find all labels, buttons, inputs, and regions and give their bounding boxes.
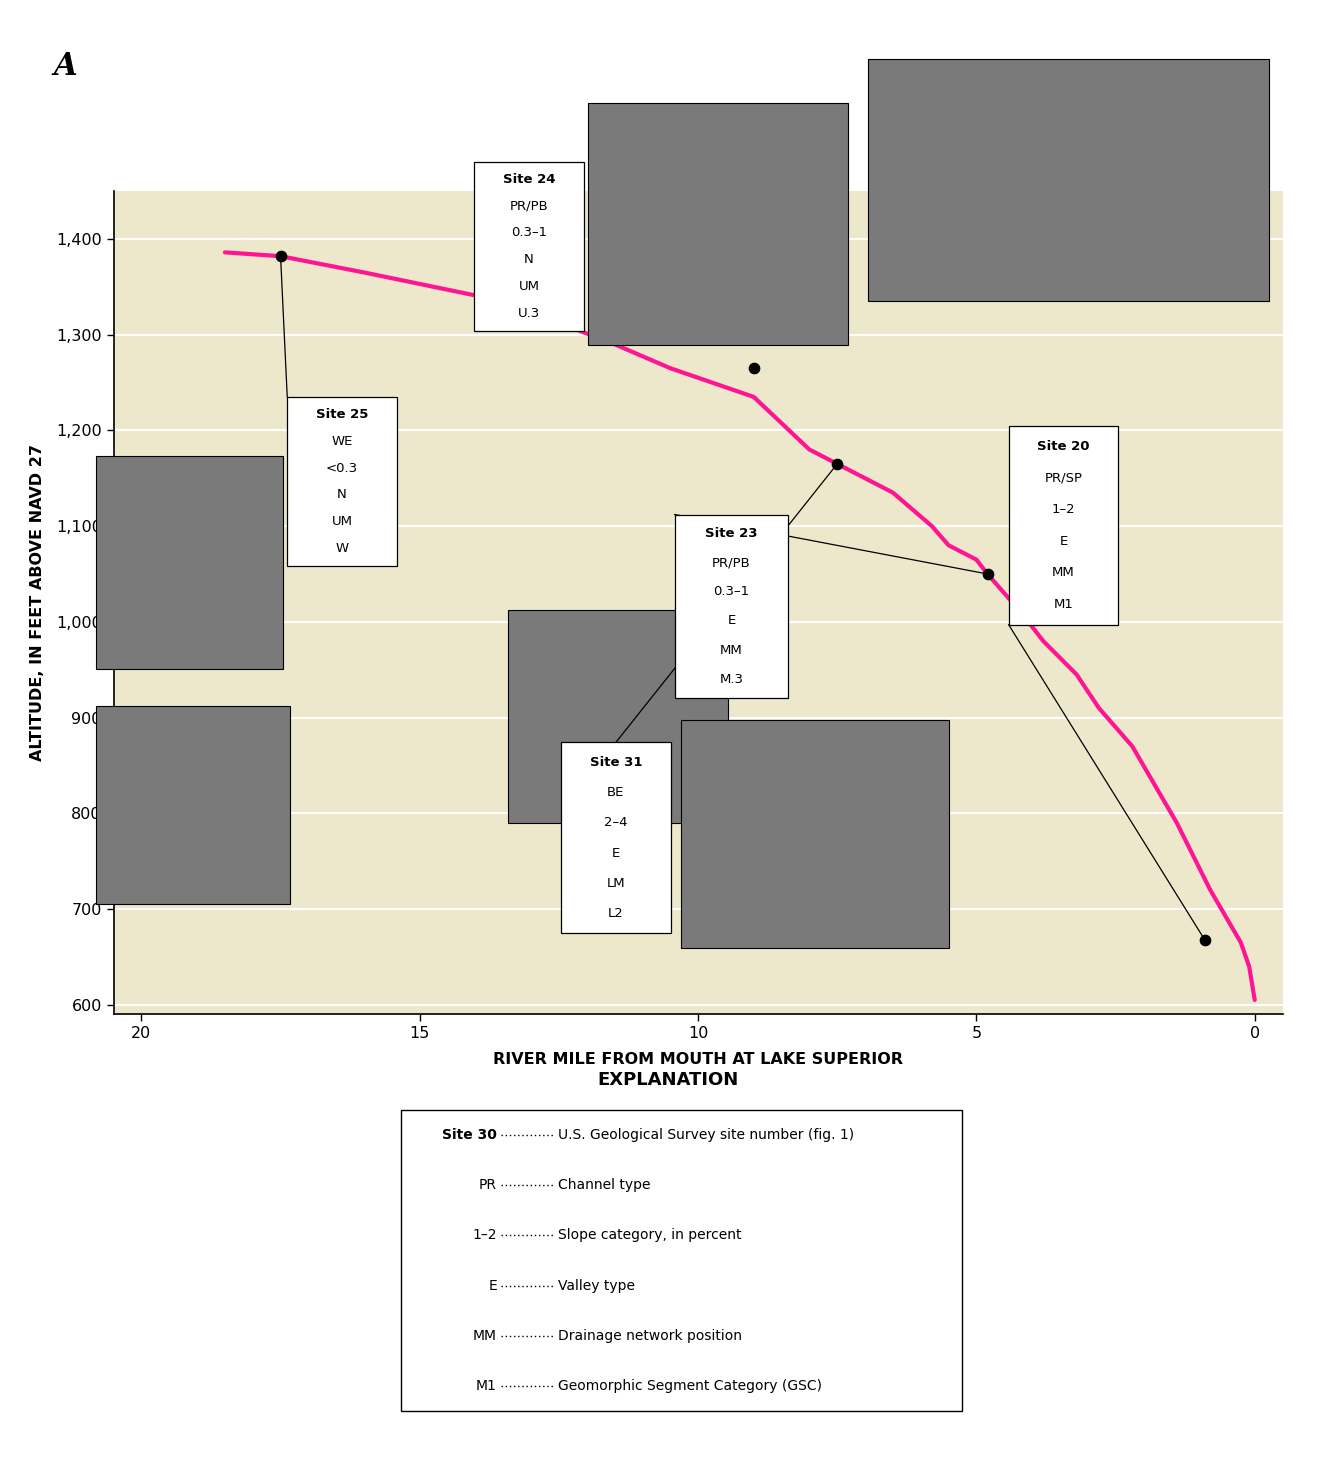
Text: E: E [612,847,620,860]
Text: U.3: U.3 [518,307,540,320]
Text: UM: UM [518,279,540,293]
Text: MM: MM [720,644,743,657]
Text: UM: UM [331,514,353,528]
Text: E: E [1059,535,1067,548]
Text: Site 25: Site 25 [315,407,369,420]
Text: 2–4: 2–4 [604,816,628,829]
Text: MM: MM [473,1329,497,1344]
Point [977,562,998,585]
Text: PR: PR [480,1177,497,1192]
Text: Site 20: Site 20 [1037,441,1090,453]
Text: Site 24: Site 24 [502,172,556,185]
Text: MM: MM [1051,566,1075,579]
Y-axis label: ALTITUDE, IN FEET ABOVE NAVD 27: ALTITUDE, IN FEET ABOVE NAVD 27 [29,444,45,761]
Point [1194,928,1216,951]
Point [270,244,291,268]
Text: L2: L2 [608,907,624,920]
Text: E: E [727,614,736,628]
Text: 0.3–1: 0.3–1 [510,226,548,240]
Text: 0.3–1: 0.3–1 [713,585,749,598]
Text: N: N [524,253,534,266]
Point [827,453,848,476]
Text: <0.3: <0.3 [326,462,358,475]
Text: Site 23: Site 23 [705,526,758,539]
Text: Site 31: Site 31 [589,756,643,769]
Point [493,290,514,313]
Text: Valley type: Valley type [558,1279,636,1292]
X-axis label: RIVER MILE FROM MOUTH AT LAKE SUPERIOR: RIVER MILE FROM MOUTH AT LAKE SUPERIOR [493,1053,903,1067]
Point [743,356,764,379]
Text: M1: M1 [1054,598,1073,610]
Text: 1–2: 1–2 [473,1229,497,1242]
Text: M.3: M.3 [720,673,743,686]
Text: WE: WE [331,435,353,448]
Text: PR/PB: PR/PB [509,200,549,213]
Text: Slope category, in percent: Slope category, in percent [558,1229,741,1242]
Text: U.S. Geological Survey site number (fig. 1): U.S. Geological Survey site number (fig.… [558,1127,855,1142]
Text: Site 30: Site 30 [442,1127,497,1142]
Text: PR/PB: PR/PB [712,556,751,569]
Text: W: W [335,542,349,556]
Text: Drainage network position: Drainage network position [558,1329,743,1344]
Text: PR/SP: PR/SP [1045,472,1082,485]
Text: BE: BE [607,786,625,798]
Text: A: A [53,51,77,82]
Text: M1: M1 [476,1379,497,1394]
Text: E: E [488,1279,497,1292]
Text: Channel type: Channel type [558,1177,651,1192]
Text: N: N [337,488,347,501]
Text: 1–2: 1–2 [1051,503,1075,516]
Text: Geomorphic Segment Category (GSC): Geomorphic Segment Category (GSC) [558,1379,823,1394]
Text: EXPLANATION: EXPLANATION [597,1072,739,1089]
Text: LM: LM [607,878,625,889]
